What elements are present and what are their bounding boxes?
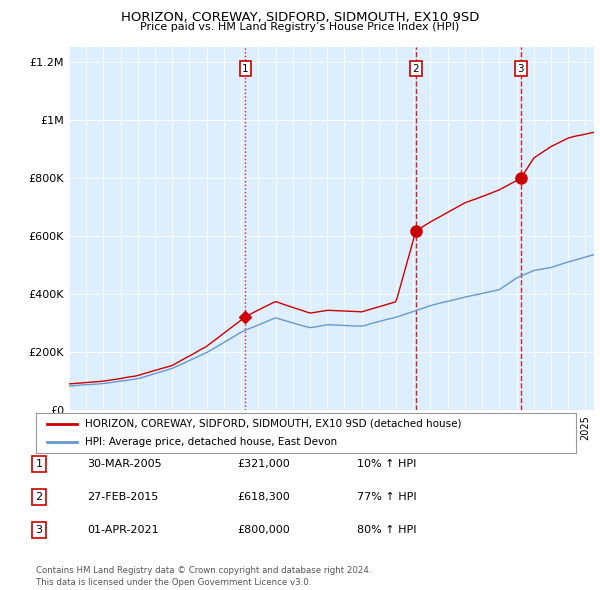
Text: 80% ↑ HPI: 80% ↑ HPI (357, 525, 416, 535)
Text: Price paid vs. HM Land Registry’s House Price Index (HPI): Price paid vs. HM Land Registry’s House … (140, 22, 460, 32)
Text: 77% ↑ HPI: 77% ↑ HPI (357, 492, 416, 502)
Text: 30-MAR-2005: 30-MAR-2005 (87, 459, 161, 468)
Text: 27-FEB-2015: 27-FEB-2015 (87, 492, 158, 502)
Text: Contains HM Land Registry data © Crown copyright and database right 2024.
This d: Contains HM Land Registry data © Crown c… (36, 566, 371, 587)
Text: 1: 1 (35, 459, 43, 468)
Text: 2: 2 (413, 64, 419, 74)
Text: 3: 3 (518, 64, 524, 74)
Text: HPI: Average price, detached house, East Devon: HPI: Average price, detached house, East… (85, 437, 337, 447)
Text: 2: 2 (35, 492, 43, 502)
Text: 01-APR-2021: 01-APR-2021 (87, 525, 158, 535)
Text: HORIZON, COREWAY, SIDFORD, SIDMOUTH, EX10 9SD: HORIZON, COREWAY, SIDFORD, SIDMOUTH, EX1… (121, 11, 479, 24)
Text: 10% ↑ HPI: 10% ↑ HPI (357, 459, 416, 468)
Text: 1: 1 (242, 64, 249, 74)
Text: HORIZON, COREWAY, SIDFORD, SIDMOUTH, EX10 9SD (detached house): HORIZON, COREWAY, SIDFORD, SIDMOUTH, EX1… (85, 419, 461, 429)
Text: £321,000: £321,000 (237, 459, 290, 468)
Text: £800,000: £800,000 (237, 525, 290, 535)
Text: £618,300: £618,300 (237, 492, 290, 502)
Text: 3: 3 (35, 525, 43, 535)
